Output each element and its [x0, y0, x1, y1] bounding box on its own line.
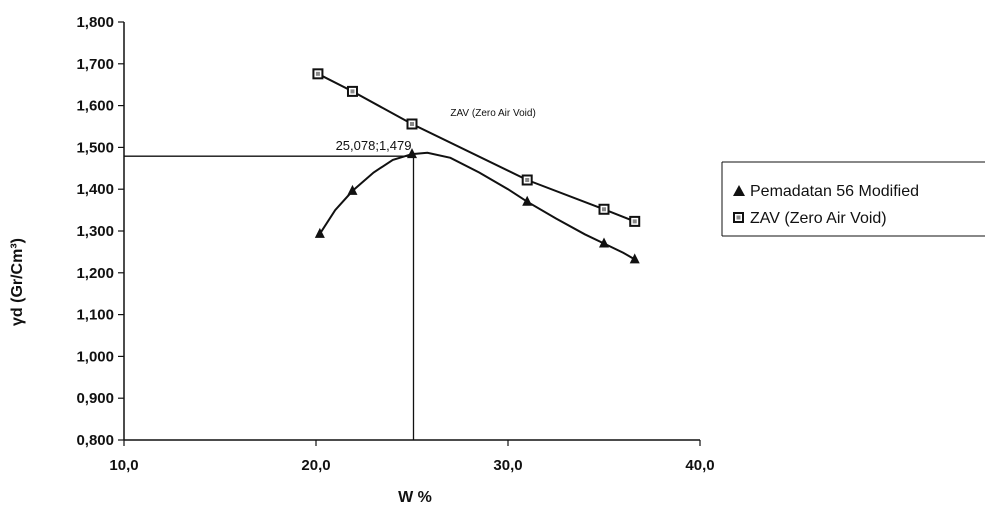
x-axis-title: W % [398, 489, 432, 506]
pemadatan-point [522, 195, 533, 206]
pemadatan-point [314, 227, 325, 238]
x-tick-label: 20,0 [301, 457, 330, 474]
series-curves [317, 72, 636, 261]
pemadatan-point [629, 253, 640, 264]
square-marker-icon-inner [736, 215, 741, 220]
optimum-point-label: 25,078;1,479 [336, 138, 412, 153]
zav-point-inner [602, 207, 606, 212]
triangle-marker-icon [733, 185, 745, 196]
y-axis-title: γd (Gr/Cm³) [9, 238, 26, 326]
y-tick-label: 1,100 [76, 307, 114, 324]
series-markers [312, 68, 641, 264]
x-axis-ticks: 10,0 20,0 30,0 40,0 [109, 440, 715, 474]
y-tick-label: 1,700 [76, 56, 114, 73]
legend: Pemadatan 56 Modified ZAV (Zero Air Void… [721, 161, 985, 237]
legend-item-zav: ZAV (Zero Air Void) [733, 210, 887, 227]
pemadatan-point [599, 237, 609, 248]
x-tick-label: 30,0 [493, 457, 522, 474]
optimum-guide-lines [124, 155, 415, 440]
pemadatan-point [407, 148, 417, 159]
zav-point-inner [315, 71, 320, 76]
pemadatan-point [347, 184, 358, 195]
y-tick-label: 1,500 [76, 139, 114, 156]
y-tick-label: 1,000 [76, 348, 114, 365]
legend-label-pemadatan: Pemadatan 56 Modified [750, 183, 919, 200]
zav-curve-label: ZAV (Zero Air Void) [450, 108, 535, 119]
y-tick-label: 0,900 [76, 390, 114, 407]
y-tick-label: 1,800 [76, 14, 114, 31]
pemadatan-curve [318, 151, 636, 261]
y-tick-label: 1,300 [76, 223, 114, 240]
legend-label-zav: ZAV (Zero Air Void) [750, 210, 887, 227]
y-tick-label: 0,800 [76, 432, 114, 449]
zav-point-inner [525, 178, 530, 183]
y-tick-label: 1,600 [76, 98, 114, 115]
zav-point-inner [350, 89, 355, 94]
zav-point-inner [632, 219, 637, 224]
legend-item-pemadatan: Pemadatan 56 Modified [733, 183, 919, 200]
y-tick-label: 1,400 [76, 181, 114, 198]
y-axis-ticks: 0,800 0,900 1,000 1,100 1,200 1,300 1,400 1,500… [76, 14, 124, 449]
y-tick-label: 1,200 [76, 265, 114, 282]
x-tick-label: 10,0 [109, 457, 138, 474]
axes [123, 22, 700, 441]
x-tick-label: 40,0 [685, 457, 714, 474]
zav-point-inner [410, 121, 414, 126]
